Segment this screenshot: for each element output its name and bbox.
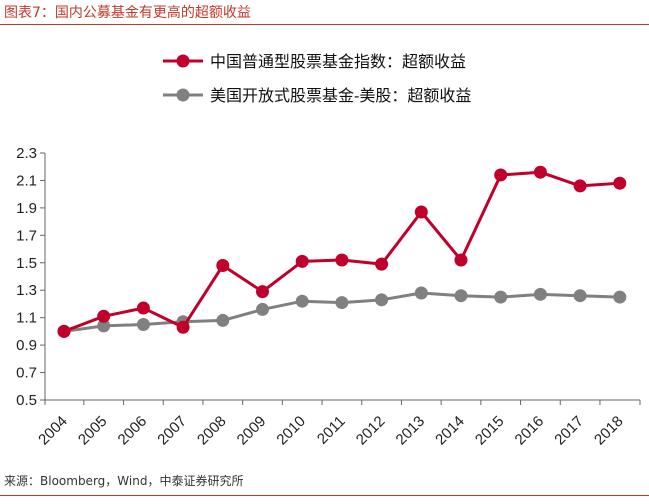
x-tick-label: 2013 (393, 413, 429, 449)
y-tick-label: 1.9 (16, 200, 37, 217)
x-tick-label: 2014 (432, 413, 468, 449)
series-2-point (335, 296, 349, 310)
legend-item-1: 中国普通型股票基金指数：超额收益 (163, 52, 466, 71)
series-2-point (533, 287, 547, 301)
series-2-point (256, 302, 269, 316)
series-1 (57, 165, 627, 338)
title-rule (0, 24, 649, 25)
series-2-point (136, 318, 150, 332)
series-2-point (375, 293, 389, 307)
series-2-point (573, 289, 587, 303)
x-tick-label: 2018 (591, 413, 627, 449)
series-1-point (613, 176, 627, 190)
series-1-point (533, 165, 547, 179)
series-1-point (176, 320, 190, 334)
series-2-point (454, 289, 468, 303)
series-2-point (97, 319, 111, 333)
y-tick-label: 0.5 (16, 392, 37, 409)
legend-label: 中国普通型股票基金指数：超额收益 (210, 52, 466, 71)
x-tick-label: 2006 (115, 413, 151, 449)
legend-swatch-marker (176, 88, 190, 102)
series-1-point (454, 253, 468, 267)
x-tick-label: 2004 (35, 413, 71, 449)
x-tick-label: 2017 (551, 413, 587, 449)
legend-item-2: 美国开放式股票基金-美股：超额收益 (163, 86, 471, 105)
series-1-point (295, 254, 309, 268)
source-note: 来源：Bloomberg，Wind，中泰证券研究所 (4, 474, 244, 488)
series-1-point (136, 301, 150, 315)
x-tick-label: 2015 (472, 413, 508, 449)
x-tick-label: 2010 (273, 413, 309, 449)
series-1-point (375, 257, 389, 271)
series-2-point (295, 294, 309, 308)
x-tick-label: 2007 (154, 413, 190, 449)
series-1-point (57, 324, 71, 338)
series-1-point (414, 205, 428, 219)
x-tick-label: 2011 (314, 413, 349, 448)
series-1-point (573, 179, 587, 193)
y-tick-label: 1.1 (16, 310, 37, 327)
x-tick-label: 2012 (353, 413, 389, 449)
y-tick-label: 2.3 (16, 145, 37, 162)
y-tick-label: 2.1 (16, 172, 37, 189)
series-1-point (256, 285, 269, 299)
series-2-point (494, 290, 508, 304)
series-1-point (335, 253, 349, 267)
x-tick-label: 2005 (75, 413, 111, 449)
series-2-point (414, 286, 428, 300)
figure-title: 图表7：国内公募基金有更高的超额收益 (4, 5, 251, 21)
y-tick-label: 1.7 (16, 227, 37, 244)
y-tick-label: 1.3 (16, 282, 37, 299)
y-tick-label: 1.5 (16, 255, 37, 272)
x-tick-label: 2009 (234, 413, 270, 449)
y-tick-label: 0.9 (16, 337, 37, 354)
x-tick-label: 2016 (512, 413, 548, 449)
y-tick-label: 0.7 (16, 365, 37, 382)
x-tick-label: 2008 (194, 413, 230, 449)
legend-label: 美国开放式股票基金-美股：超额收益 (210, 86, 471, 105)
series-layer (57, 165, 627, 338)
series-1-point (494, 168, 508, 182)
series-2-point (613, 290, 627, 304)
legend-swatch-marker (176, 54, 190, 68)
series-2-point (216, 313, 230, 327)
bottom-rule (0, 495, 649, 496)
series-1-point (97, 309, 111, 323)
series-1-point (216, 259, 230, 273)
